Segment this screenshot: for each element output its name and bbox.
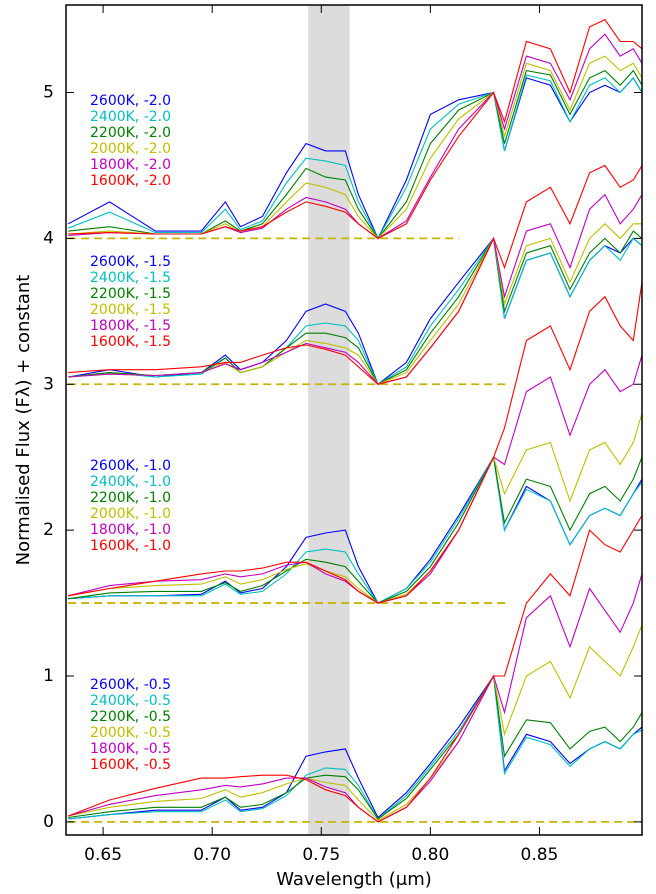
legend-label: 2400K, -0.5	[90, 693, 171, 709]
spectrum-line	[68, 164, 643, 385]
y-tick-label: 0	[43, 812, 54, 832]
spectrum-line	[68, 69, 643, 240]
spectrum-line	[67, 76, 643, 240]
legend-label: 2000K, -1.5	[90, 302, 171, 318]
x-tick-label: 0.65	[84, 845, 122, 865]
spectrum-line	[68, 674, 643, 820]
y-tick-label: 5	[43, 83, 54, 103]
spectrum-line	[68, 74, 643, 240]
y-tick-label: 3	[43, 374, 54, 394]
spectrum-line	[68, 674, 643, 820]
legend-label: 2400K, -1.5	[90, 270, 171, 286]
spectrum-line	[68, 624, 643, 822]
legend-label: 2400K, -2.0	[90, 109, 171, 125]
legend-label: 2200K, -1.5	[90, 286, 171, 302]
legend-label: 2600K, -2.0	[90, 93, 171, 109]
spectrum-line	[68, 230, 643, 386]
legend-label: 1600K, -0.5	[90, 757, 171, 773]
y-tick-label: 1	[43, 666, 54, 686]
legend-label: 2200K, -0.5	[90, 709, 171, 725]
legend-label: 1800K, -1.0	[90, 522, 171, 538]
legend-label: 1600K, -2.0	[90, 173, 171, 189]
legend-label: 1800K, -1.5	[90, 318, 171, 334]
legend-label: 1800K, -2.0	[90, 157, 171, 173]
legend-label: 2000K, -2.0	[90, 141, 171, 157]
legend-label: 1600K, -1.5	[90, 334, 171, 350]
spectrum-line	[68, 18, 643, 240]
x-tick-label: 0.70	[193, 845, 231, 865]
legend-label: 2200K, -2.0	[90, 125, 171, 141]
spectrum-line	[68, 55, 643, 240]
legend-label: 2200K, -1.0	[90, 490, 171, 506]
x-tick-label: 0.85	[521, 845, 559, 865]
y-tick-label: 4	[43, 228, 54, 248]
spectrum-line	[68, 515, 643, 823]
spectrum-line	[68, 413, 643, 604]
legend-label: 1800K, -0.5	[90, 741, 171, 757]
y-tick-label: 2	[43, 520, 54, 540]
y-axis-label: Normalised Flux (Fλ) + constant	[13, 275, 34, 566]
spectrum-line	[68, 282, 643, 604]
plot-frame	[65, 4, 643, 836]
legend-label: 2600K, -0.5	[90, 677, 171, 693]
x-tick-label: 0.80	[411, 845, 449, 865]
legend-label: 2600K, -1.0	[90, 458, 171, 474]
spectrum-line	[68, 455, 643, 604]
x-tick-label: 0.75	[302, 845, 340, 865]
shaded-band	[308, 5, 350, 835]
spectrum-line	[68, 455, 643, 604]
x-axis-label: Wavelength (μm)	[276, 869, 432, 890]
legend-label: 2600K, -1.5	[90, 254, 171, 270]
legend-label: 2000K, -1.0	[90, 506, 171, 522]
legend-label: 2000K, -0.5	[90, 725, 171, 741]
legend-label: 1600K, -1.0	[90, 538, 171, 554]
spectrum-line	[68, 223, 642, 385]
legend-label: 2400K, -1.0	[90, 474, 171, 490]
